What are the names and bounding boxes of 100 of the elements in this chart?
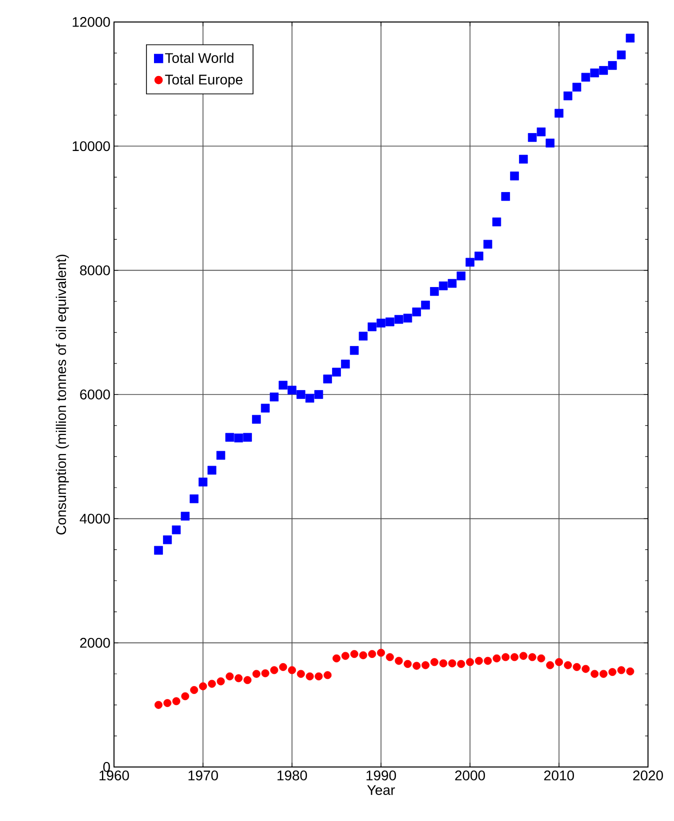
point [332, 654, 340, 662]
point [626, 667, 634, 676]
point [546, 661, 554, 670]
point [456, 272, 466, 280]
point [341, 652, 350, 660]
y-tick-label: 6000 [80, 390, 110, 400]
y-tick-label: 10000 [72, 141, 110, 152]
point [154, 700, 162, 709]
point [260, 404, 270, 413]
point [537, 654, 546, 662]
x-axis-title: Year [367, 785, 395, 795]
point [358, 332, 368, 341]
point [261, 669, 270, 678]
point [502, 653, 510, 662]
point [474, 252, 484, 260]
point [341, 360, 350, 368]
point [403, 314, 412, 323]
point [546, 138, 554, 148]
point [199, 682, 207, 690]
point [528, 133, 537, 142]
point [386, 317, 394, 326]
point [394, 314, 404, 324]
point [581, 72, 590, 82]
point [572, 82, 582, 92]
point [600, 670, 608, 678]
point [198, 478, 208, 486]
x-tick-label: 1970 [188, 770, 218, 780]
point [270, 666, 278, 674]
point [510, 172, 519, 180]
point [536, 127, 546, 136]
point [377, 648, 385, 657]
point [252, 414, 261, 424]
point [305, 394, 314, 403]
point [278, 380, 288, 390]
point [484, 656, 492, 665]
point [350, 650, 358, 658]
point [296, 390, 306, 399]
x-tick-label: 2010 [544, 770, 574, 780]
point [226, 672, 234, 680]
point [243, 432, 252, 442]
point [616, 50, 626, 60]
point [386, 653, 394, 662]
point [296, 670, 305, 678]
point [510, 653, 518, 662]
point [422, 661, 430, 670]
point [314, 672, 323, 680]
point [216, 450, 226, 460]
y-tick-label: 0 [103, 762, 110, 772]
point [448, 278, 457, 288]
point [564, 91, 572, 100]
point [572, 663, 581, 672]
point [554, 108, 564, 118]
point [208, 680, 216, 688]
point [466, 258, 474, 267]
point [590, 68, 599, 78]
point [314, 390, 324, 399]
point [466, 658, 474, 666]
point [190, 686, 198, 694]
point [438, 281, 448, 290]
point [216, 677, 225, 686]
point [234, 674, 243, 682]
point [528, 653, 536, 662]
point [412, 662, 421, 670]
point [368, 650, 376, 658]
point [564, 661, 572, 670]
y-axis-title: Consumption (million tonnes of oil equivalent) [56, 254, 69, 535]
point [279, 663, 288, 672]
x-tick-label: 2020 [633, 770, 663, 780]
point [501, 192, 510, 201]
point [448, 659, 456, 668]
point [324, 671, 332, 680]
point [519, 652, 528, 660]
point [270, 392, 279, 402]
point [404, 660, 412, 668]
point [430, 658, 438, 666]
point [626, 34, 635, 43]
y-tick-label: 2000 [80, 638, 110, 648]
point [288, 386, 296, 395]
y-tick-label: 8000 [80, 265, 110, 276]
point [492, 654, 501, 662]
point [483, 240, 492, 249]
point [421, 300, 430, 310]
point [180, 512, 190, 521]
y-tick-label: 12000 [72, 17, 110, 27]
point [474, 656, 483, 665]
point [519, 154, 528, 164]
point [244, 676, 252, 684]
point [252, 670, 260, 678]
point [225, 432, 234, 442]
point [555, 658, 563, 666]
point [412, 308, 421, 316]
x-tick-label: 2000 [455, 770, 485, 780]
legend-label: Total World [165, 52, 234, 63]
point [590, 670, 599, 678]
point [608, 668, 616, 676]
point [582, 664, 590, 673]
point [181, 692, 190, 700]
y-tick-label: 4000 [80, 514, 110, 524]
legend-label: Total Europe [165, 74, 242, 88]
point [208, 466, 216, 475]
